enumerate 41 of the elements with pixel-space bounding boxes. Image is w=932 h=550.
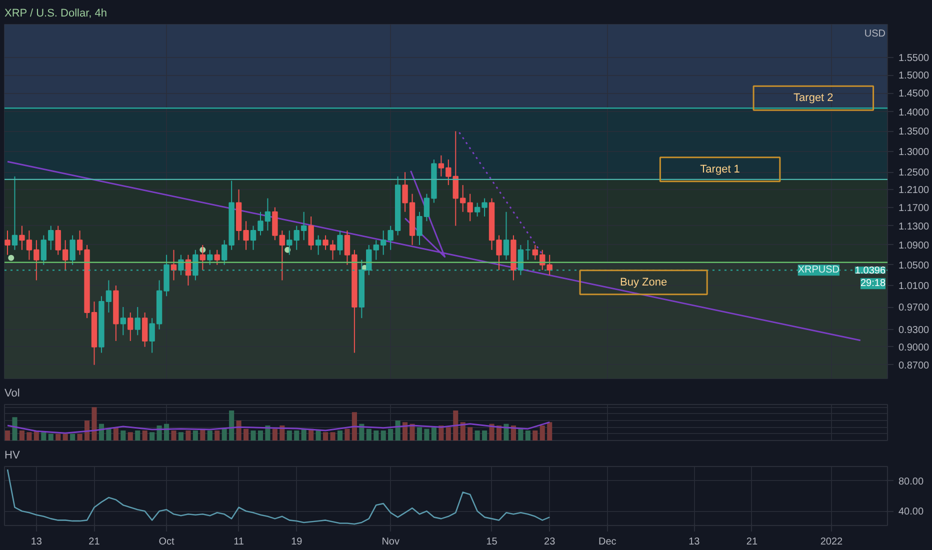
x-tick-label: Oct: [158, 536, 175, 548]
y-tick-label: 1.1300: [898, 221, 930, 232]
x-tick-label: 13: [30, 536, 42, 548]
annotation: USD: [864, 28, 886, 40]
y-tick-label: 1.2500: [898, 168, 930, 179]
annotation: 29:18: [860, 278, 886, 290]
x-tick-label: 2022: [820, 536, 844, 548]
chart-title: XRP / U.S. Dollar, 4h: [4, 8, 108, 20]
chart-title: HV: [4, 450, 20, 462]
y-tick-label: 1.0500: [898, 260, 930, 272]
y-tick-label: 40.00: [898, 506, 924, 518]
y-tick-label: 0.9000: [898, 342, 930, 354]
x-tick-label: 21: [746, 536, 758, 548]
annotation: XRPUSD: [798, 264, 840, 276]
y-tick-label: 1.0100: [898, 281, 930, 292]
x-tick-label: Dec: [598, 536, 616, 548]
annotation: Target 2: [794, 92, 834, 104]
x-tick-label: 19: [291, 536, 303, 548]
y-tick-label: 1.5000: [898, 70, 930, 82]
y-tick-label: 1.4500: [898, 88, 930, 100]
y-tick-label: 1.2100: [898, 184, 930, 196]
y-tick-label: 1.3500: [898, 126, 930, 138]
x-tick-label: 13: [688, 536, 700, 548]
x-tick-label: 15: [486, 536, 498, 548]
y-tick-label: 0.9700: [898, 302, 930, 314]
y-tick-label: 1.1700: [898, 202, 930, 214]
chart-title: Vol: [4, 388, 20, 400]
y-tick-label: 1.4000: [898, 107, 930, 118]
y-tick-label: 1.5500: [898, 53, 930, 64]
y-tick-label: 0.8700: [898, 360, 930, 372]
x-tick-label: Nov: [382, 536, 400, 548]
ref-line-label: 1.0396: [854, 266, 886, 277]
annotation: Target 1: [700, 163, 740, 176]
y-tick-label: 1.0900: [898, 240, 930, 252]
y-tick-label: 0.9300: [898, 324, 930, 336]
annotation: Buy Zone: [620, 276, 668, 288]
x-tick-label: 21: [88, 536, 100, 548]
y-tick-label: 80.00: [898, 476, 924, 488]
x-tick-label: 11: [234, 536, 244, 548]
y-tick-label: 1.3000: [898, 146, 930, 158]
x-tick-label: 23: [544, 536, 556, 548]
